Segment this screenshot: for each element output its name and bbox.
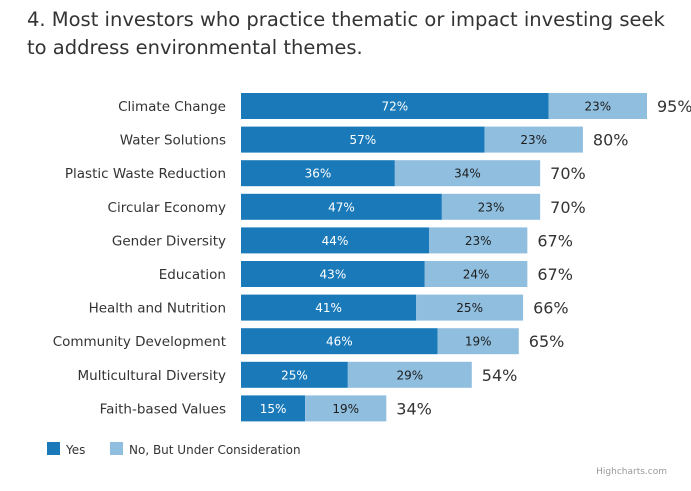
total-label-education: 67% [537,265,573,284]
bar-no-but-under-consideration-health-and-nutrition [416,294,524,321]
legend-label-no-but-under-consideration: No, But Under Consideration [129,443,301,457]
data-label-yes-circular-economy: 47% [328,200,355,214]
bar-no-but-under-consideration-faith-based-values [305,395,387,422]
data-label-no-but-under-consideration-community-development: 19% [465,335,492,349]
data-label-yes-education: 43% [320,268,347,282]
total-label-climate-change: 95% [657,97,691,116]
bar-no-but-under-consideration-climate-change [548,93,647,119]
data-label-yes-multicultural-diversity: 25% [281,368,308,382]
bar-no-but-under-consideration-circular-economy [441,193,541,220]
data-label-no-but-under-consideration-plastic-waste-reduction: 34% [454,167,481,181]
data-label-no-but-under-consideration-water-solutions: 23% [520,133,547,147]
data-label-yes-community-development: 46% [326,335,353,349]
category-label-multicultural-diversity: Multicultural Diversity [78,368,227,384]
data-label-yes-climate-change: 72% [382,100,409,114]
total-label-water-solutions: 80% [593,131,629,150]
category-label-climate-change: Climate Change [118,99,226,115]
data-label-no-but-under-consideration-multicultural-diversity: 29% [396,368,423,382]
bar-yes-education [241,261,425,287]
data-label-no-but-under-consideration-gender-diversity: 23% [465,234,492,248]
bar-yes-plastic-waste-reduction [241,160,395,187]
data-label-no-but-under-consideration-faith-based-values: 19% [332,402,359,416]
data-label-yes-gender-diversity: 44% [322,234,349,248]
bar-no-but-under-consideration-gender-diversity [429,227,528,254]
bar-yes-gender-diversity [241,227,430,254]
total-label-health-and-nutrition: 66% [533,299,569,318]
category-label-circular-economy: Circular Economy [108,200,226,216]
bar-yes-climate-change [241,93,549,119]
data-label-no-but-under-consideration-circular-economy: 23% [478,200,505,214]
legend-swatch-yes [47,442,60,455]
bar-no-but-under-consideration-education [424,261,528,287]
data-label-yes-health-and-nutrition: 41% [315,301,342,315]
bar-no-but-under-consideration-plastic-waste-reduction [394,160,541,187]
bar-yes-multicultural-diversity [241,361,348,388]
legend-swatch-no-but-under-consideration [110,442,123,455]
data-label-no-but-under-consideration-climate-change: 23% [585,100,612,114]
category-label-plastic-waste-reduction: Plastic Waste Reduction [65,166,226,182]
legend-label-yes: Yes [65,443,85,457]
bar-no-but-under-consideration-multicultural-diversity [347,361,472,388]
data-label-yes-water-solutions: 57% [349,133,376,147]
bar-no-but-under-consideration-water-solutions [484,126,583,153]
total-label-plastic-waste-reduction: 70% [550,164,586,183]
total-label-faith-based-values: 34% [396,399,432,418]
data-label-yes-faith-based-values: 15% [260,402,287,416]
category-label-education: Education [159,267,226,283]
category-label-health-and-nutrition: Health and Nutrition [89,301,226,317]
bar-yes-health-and-nutrition [241,294,417,321]
total-label-community-development: 65% [529,332,565,351]
bar-no-but-under-consideration-community-development [437,328,519,355]
category-label-community-development: Community Development [53,334,226,350]
data-label-yes-plastic-waste-reduction: 36% [305,167,332,181]
bar-yes-community-development [241,328,438,355]
bar-yes-circular-economy [241,193,442,220]
credits-label: Highcharts.com [596,467,667,477]
bar-yes-water-solutions [241,126,485,153]
total-label-gender-diversity: 67% [537,231,573,250]
category-label-gender-diversity: Gender Diversity [112,233,226,249]
total-label-multicultural-diversity: 54% [482,366,518,385]
chart-title: 4. Most investors who practice thematic … [27,8,665,59]
category-label-water-solutions: Water Solutions [120,133,226,149]
data-label-no-but-under-consideration-health-and-nutrition: 25% [456,301,483,315]
total-label-circular-economy: 70% [550,198,586,217]
bar-yes-faith-based-values [241,395,306,422]
data-label-no-but-under-consideration-education: 24% [463,268,490,282]
category-label-faith-based-values: Faith-based Values [100,401,226,417]
